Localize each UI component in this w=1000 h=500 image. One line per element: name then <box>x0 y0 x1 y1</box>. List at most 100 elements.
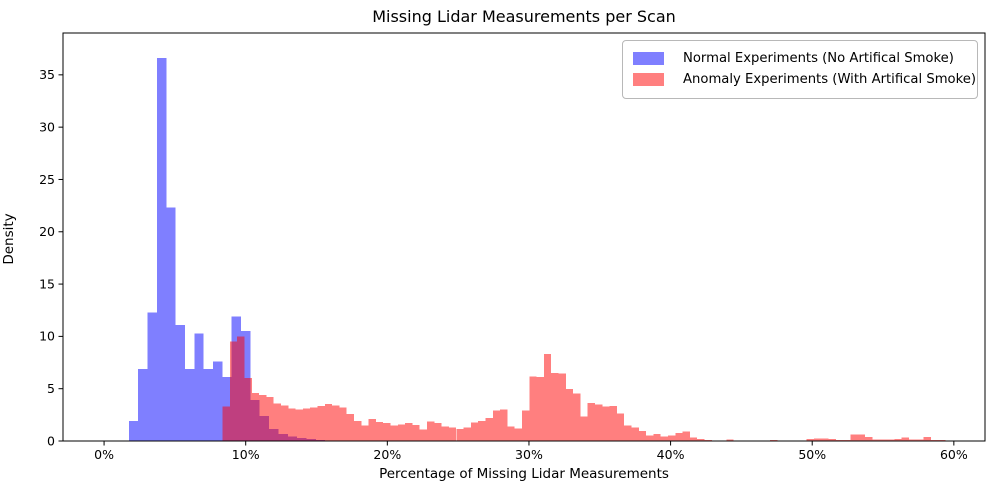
bar-anomaly <box>770 439 778 441</box>
bar-anomaly <box>448 427 457 441</box>
bar-normal <box>194 333 204 441</box>
legend: Normal Experiments (No Artifical Smoke) … <box>622 40 978 99</box>
y-tick-label: 10 <box>39 329 55 344</box>
bar-anomaly <box>887 439 895 441</box>
bar-anomaly <box>923 436 931 441</box>
bar-normal <box>138 368 148 441</box>
x-tick-label: 30% <box>515 447 543 462</box>
x-tick-label: 50% <box>798 447 826 462</box>
bar-anomaly <box>565 389 574 441</box>
bar-anomaly <box>273 403 282 441</box>
bar-anomaly <box>916 439 924 441</box>
bar-anomaly <box>310 407 318 441</box>
x-tick-label: 10% <box>232 447 260 462</box>
bar-anomaly <box>901 437 909 441</box>
bar-anomaly <box>726 439 734 441</box>
bar-anomaly <box>463 427 471 441</box>
bar-anomaly <box>521 410 530 441</box>
legend-label-anomaly: Anomaly Experiments (With Artifical Smok… <box>683 72 977 87</box>
bar-anomaly <box>894 438 902 441</box>
bar-anomaly <box>573 393 581 441</box>
y-tick-label: 0 <box>47 433 55 448</box>
bar-normal <box>156 58 167 442</box>
bar-anomaly <box>682 431 690 441</box>
x-tick-label: 40% <box>657 447 685 462</box>
bar-anomaly <box>244 378 252 441</box>
bar-anomaly <box>594 404 603 441</box>
legend-label-normal: Normal Experiments (No Artifical Smoke) <box>683 51 954 66</box>
bar-anomaly <box>631 427 639 441</box>
bar-anomaly <box>930 439 939 441</box>
bar-normal <box>212 361 223 441</box>
bar-anomaly <box>500 409 508 441</box>
bar-anomaly <box>835 439 844 441</box>
bar-anomaly <box>653 434 661 441</box>
bar-anomaly <box>332 405 340 441</box>
y-tick-label: 5 <box>47 381 55 396</box>
legend-entry-normal: Normal Experiments (No Artifical Smoke) <box>633 48 967 69</box>
bar-anomaly <box>288 408 296 441</box>
bar-anomaly <box>295 409 303 441</box>
bar-anomaly <box>850 434 858 441</box>
bar-anomaly <box>361 425 369 441</box>
bar-normal <box>166 207 176 441</box>
legend-swatch-normal <box>633 52 664 65</box>
bar-anomaly <box>646 435 654 441</box>
bar-anomaly <box>456 428 464 441</box>
bar-anomaly <box>667 435 676 441</box>
bar-anomaly <box>587 402 595 441</box>
bar-anomaly <box>383 423 391 441</box>
bar-anomaly <box>529 376 537 441</box>
bar-anomaly <box>324 403 333 441</box>
y-tick-label: 35 <box>39 67 55 82</box>
bar-anomaly <box>660 436 668 441</box>
bar-anomaly <box>492 410 501 441</box>
y-axis-label: Density <box>1 213 17 265</box>
bar-anomaly <box>354 421 362 441</box>
bar-normal <box>203 368 213 441</box>
bar-anomaly <box>302 408 311 441</box>
bar-normal <box>175 324 185 441</box>
bar-anomaly <box>346 413 355 441</box>
bar-anomaly <box>412 424 420 441</box>
bar-anomaly <box>857 434 866 441</box>
bar-normal <box>128 421 139 441</box>
bar-anomaly <box>865 436 873 441</box>
legend-entry-anomaly: Anomaly Experiments (With Artifical Smok… <box>633 69 976 90</box>
bar-anomaly <box>821 438 829 441</box>
x-tick-label: 0% <box>94 447 114 462</box>
x-tick-label: 60% <box>940 447 968 462</box>
bar-anomaly <box>872 439 880 441</box>
bar-normal <box>184 368 195 441</box>
bar-anomaly <box>938 439 946 441</box>
y-tick-label: 15 <box>39 276 55 291</box>
bar-anomaly <box>704 439 712 441</box>
bar-anomaly <box>616 413 625 441</box>
y-tick-label: 20 <box>39 224 55 239</box>
bar-anomaly <box>697 438 705 441</box>
bar-anomaly <box>259 394 267 441</box>
bar-anomaly <box>397 424 406 441</box>
bar-anomaly <box>536 377 544 441</box>
bar-normal <box>147 312 157 441</box>
bar-anomaly <box>237 336 245 441</box>
bar-anomaly <box>813 438 822 441</box>
bar-anomaly <box>478 421 486 441</box>
bar-anomaly <box>222 406 230 441</box>
bar-anomaly <box>543 354 552 441</box>
bar-anomaly <box>879 439 887 441</box>
bar-anomaly <box>441 426 449 441</box>
bar-anomaly <box>368 419 376 441</box>
bar-anomaly <box>434 423 442 441</box>
bar-anomaly <box>251 392 260 441</box>
bar-anomaly <box>427 421 435 441</box>
bar-anomaly <box>689 437 698 441</box>
legend-swatch-anomaly <box>633 73 664 86</box>
bar-anomaly <box>470 422 479 441</box>
bar-anomaly <box>419 429 428 441</box>
y-tick-label: 30 <box>39 119 55 134</box>
bar-anomaly <box>390 425 398 441</box>
bar-anomaly <box>843 439 851 441</box>
